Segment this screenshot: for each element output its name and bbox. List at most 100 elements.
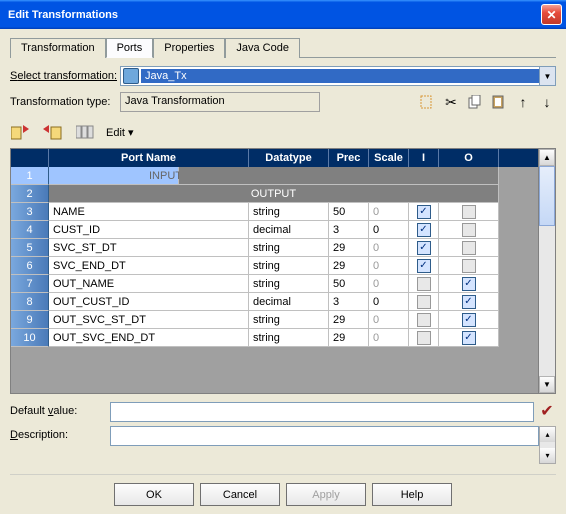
cell-prec[interactable]: 3 [329, 293, 369, 311]
cell-prec[interactable]: 50 [329, 275, 369, 293]
cell-input-flag[interactable] [409, 275, 439, 293]
cell-portname[interactable]: OUT_NAME [49, 275, 249, 293]
table-row[interactable]: 4CUST_IDdecimal30✓ [11, 221, 538, 239]
header-scale[interactable]: Scale [369, 149, 409, 167]
cell-portname[interactable]: SVC_END_DT [49, 257, 249, 275]
row-number[interactable]: 9 [11, 311, 49, 329]
cell-input-flag[interactable]: ✓ [409, 239, 439, 257]
checkbox-input[interactable] [417, 313, 431, 327]
header-i[interactable]: I [409, 149, 439, 167]
header-o[interactable]: O [439, 149, 499, 167]
cell-portname[interactable]: CUST_ID [49, 221, 249, 239]
cell-output-flag[interactable]: ✓ [439, 293, 499, 311]
table-row[interactable]: 5SVC_ST_DTstring290✓ [11, 239, 538, 257]
new-icon[interactable] [418, 93, 436, 111]
header-prec[interactable]: Prec [329, 149, 369, 167]
header-portname[interactable]: Port Name [49, 149, 249, 167]
scroll-track[interactable] [539, 226, 555, 376]
cell-datatype[interactable]: string [249, 311, 329, 329]
cell-prec[interactable]: 3 [329, 221, 369, 239]
cell-datatype[interactable]: decimal [249, 293, 329, 311]
cell-portname[interactable]: OUT_SVC_END_DT [49, 329, 249, 347]
cell-output-flag[interactable] [439, 221, 499, 239]
row-number[interactable]: 5 [11, 239, 49, 257]
checkbox-input[interactable]: ✓ [417, 259, 431, 273]
tab-java-code[interactable]: Java Code [225, 38, 300, 58]
row-number[interactable]: 2 [11, 185, 49, 203]
cell-scale[interactable]: 0 [369, 275, 409, 293]
scroll-down-button[interactable]: ▼ [539, 376, 555, 393]
checkbox-input[interactable]: ✓ [417, 223, 431, 237]
checkbox-input[interactable] [417, 331, 431, 345]
cell-input-flag[interactable] [409, 311, 439, 329]
default-value-input[interactable] [110, 402, 534, 422]
cell-output-flag[interactable] [439, 203, 499, 221]
cell-output-flag[interactable] [439, 257, 499, 275]
cell-output-flag[interactable]: ✓ [439, 329, 499, 347]
header-datatype[interactable]: Datatype [249, 149, 329, 167]
vertical-scrollbar[interactable]: ▲ ▼ [538, 149, 555, 393]
cell-portname[interactable]: NAME [49, 203, 249, 221]
paste-icon[interactable] [490, 93, 508, 111]
checkbox-output[interactable]: ✓ [462, 295, 476, 309]
table-row[interactable]: 10OUT_SVC_END_DTstring290✓ [11, 329, 538, 347]
description-textarea[interactable] [110, 426, 539, 446]
scroll-thumb[interactable] [539, 166, 555, 226]
checkbox-output[interactable]: ✓ [462, 277, 476, 291]
row-number[interactable]: 1 [11, 167, 49, 185]
cell-scale[interactable]: 0 [369, 221, 409, 239]
cut-icon[interactable]: ✂ [442, 93, 460, 111]
cell-input-flag[interactable] [409, 329, 439, 347]
cancel-button[interactable]: Cancel [200, 483, 280, 506]
edit-menu[interactable]: Edit ▾ [106, 126, 134, 139]
checkbox-output[interactable] [462, 205, 476, 219]
cell-input-flag[interactable]: ✓ [409, 221, 439, 239]
help-button[interactable]: Help [372, 483, 452, 506]
tab-ports[interactable]: Ports [106, 38, 154, 58]
cell-output-flag[interactable] [439, 239, 499, 257]
row-number[interactable]: 4 [11, 221, 49, 239]
checkbox-output[interactable]: ✓ [462, 313, 476, 327]
cell-output-flag[interactable]: ✓ [439, 311, 499, 329]
add-column-right-icon[interactable] [42, 122, 64, 142]
checkbox-output[interactable] [462, 259, 476, 273]
cell-portname[interactable]: OUT_SVC_ST_DT [49, 311, 249, 329]
select-transformation-dropdown[interactable]: Java_Tx ▼ [120, 66, 556, 86]
cell-prec[interactable]: 29 [329, 239, 369, 257]
apply-button[interactable]: Apply [286, 483, 366, 506]
cell-datatype[interactable]: string [249, 329, 329, 347]
cell-datatype[interactable]: string [249, 257, 329, 275]
cell-prec[interactable]: 29 [329, 329, 369, 347]
checkbox-input[interactable] [417, 277, 431, 291]
move-down-icon[interactable]: ↓ [538, 93, 556, 111]
tab-properties[interactable]: Properties [153, 38, 225, 58]
table-row[interactable]: 6SVC_END_DTstring290✓ [11, 257, 538, 275]
window-close-button[interactable]: ✕ [541, 4, 562, 25]
description-scrollbar[interactable]: ▴▾ [539, 426, 556, 464]
scroll-up-button[interactable]: ▲ [539, 149, 555, 166]
row-number[interactable]: 8 [11, 293, 49, 311]
table-row[interactable]: 1INPUT [11, 167, 538, 185]
row-number[interactable]: 6 [11, 257, 49, 275]
table-row[interactable]: 3NAMEstring500✓ [11, 203, 538, 221]
cell-prec[interactable]: 50 [329, 203, 369, 221]
copy-icon[interactable] [466, 93, 484, 111]
cell-datatype[interactable]: string [249, 203, 329, 221]
table-row[interactable]: 2OUTPUT [11, 185, 538, 203]
table-row[interactable]: 7OUT_NAMEstring500✓ [11, 275, 538, 293]
checkbox-input[interactable]: ✓ [417, 205, 431, 219]
table-row[interactable]: 8OUT_CUST_IDdecimal30 ✓ [11, 293, 538, 311]
cell-scale[interactable]: 0 [369, 329, 409, 347]
cell-scale[interactable]: 0 [369, 239, 409, 257]
checkbox-output[interactable]: ✓ [462, 331, 476, 345]
cell-portname[interactable]: OUT_CUST_ID [49, 293, 249, 311]
cell-scale[interactable]: 0 [369, 293, 409, 311]
table-row[interactable]: 9OUT_SVC_ST_DTstring290✓ [11, 311, 538, 329]
cell-datatype[interactable]: string [249, 275, 329, 293]
move-up-icon[interactable]: ↑ [514, 93, 532, 111]
cell-input-flag[interactable]: ✓ [409, 203, 439, 221]
cell-output-flag[interactable]: ✓ [439, 275, 499, 293]
cell-datatype[interactable]: string [249, 239, 329, 257]
cell-input-flag[interactable]: ✓ [409, 257, 439, 275]
cell-portname[interactable]: SVC_ST_DT [49, 239, 249, 257]
